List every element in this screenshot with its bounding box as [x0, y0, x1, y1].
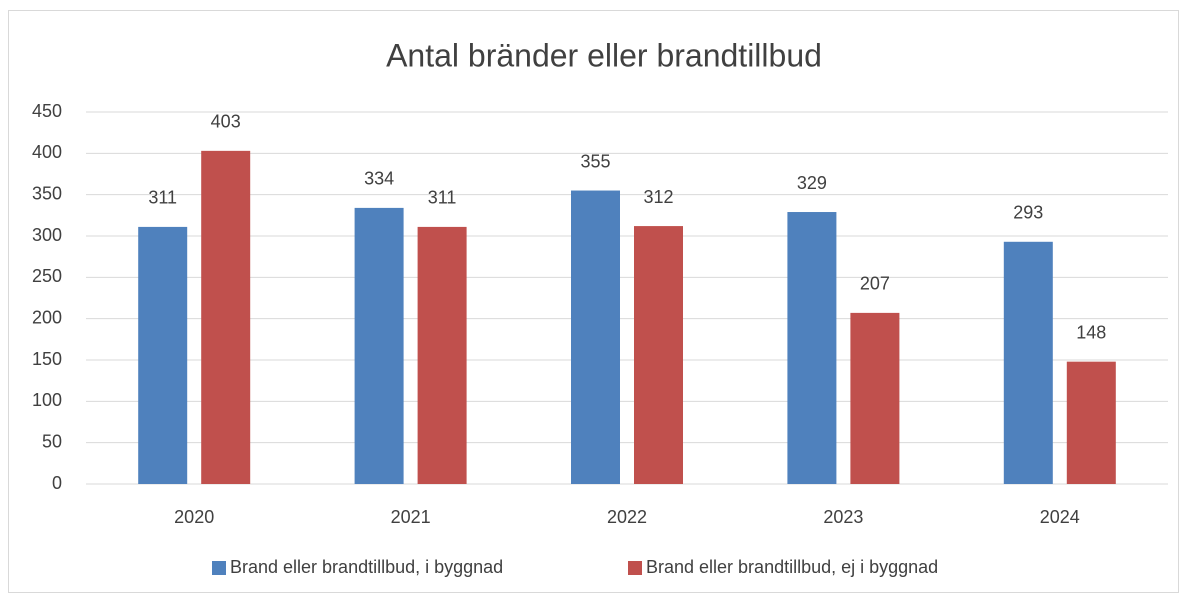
- bar: [1066, 361, 1116, 484]
- y-tick-label: 250: [32, 266, 62, 286]
- legend-swatch: [628, 561, 642, 575]
- data-label: 312: [643, 187, 673, 207]
- x-tick-label: 2023: [823, 507, 863, 527]
- y-tick-label: 150: [32, 349, 62, 369]
- data-label: 148: [1076, 322, 1106, 342]
- y-tick-label: 350: [32, 183, 62, 203]
- data-label: 329: [797, 173, 827, 193]
- bar: [138, 226, 188, 484]
- bar: [354, 207, 404, 485]
- data-label: 311: [428, 188, 457, 208]
- legend-label: Brand eller brandtillbud, i byggnad: [230, 557, 503, 577]
- bar: [850, 312, 900, 484]
- chart-title: Antal bränder eller brandtillbud: [386, 37, 822, 73]
- y-tick-label: 450: [32, 101, 62, 121]
- legend-swatch: [212, 561, 226, 575]
- x-tick-label: 2022: [607, 507, 647, 527]
- bar: [571, 190, 620, 485]
- data-label: 403: [211, 112, 241, 132]
- x-tick-label: 2021: [391, 507, 431, 527]
- data-label: 311: [148, 188, 177, 208]
- data-label: 334: [364, 169, 394, 189]
- x-tick-label: 2020: [174, 507, 214, 527]
- y-tick-label: 200: [32, 307, 62, 327]
- y-tick-label: 100: [32, 390, 62, 410]
- y-tick-label: 0: [52, 473, 62, 493]
- bar: [417, 226, 467, 484]
- bar: [201, 150, 251, 484]
- bar: [787, 212, 837, 484]
- data-label: 293: [1013, 203, 1043, 223]
- y-tick-label: 400: [32, 142, 62, 162]
- bar: [634, 226, 683, 484]
- y-tick-label: 300: [32, 225, 62, 245]
- data-label: 207: [860, 274, 890, 294]
- data-label: 355: [580, 151, 610, 171]
- y-tick-label: 50: [42, 431, 62, 451]
- legend-label: Brand eller brandtillbud, ej i byggnad: [646, 557, 938, 577]
- bar: [1003, 241, 1053, 484]
- x-tick-label: 2024: [1040, 507, 1080, 527]
